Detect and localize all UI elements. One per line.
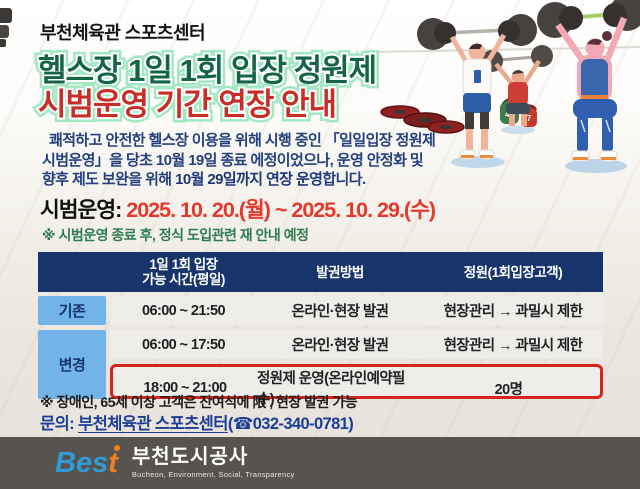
company-block: 부천도시공사 Bucheon, Environment, Social, Tra… — [131, 446, 295, 480]
intro-paragraph: 쾌적하고 안전한 헬스장 이용을 위해 시행 중인 「일일입장 정원제 시범운영… — [42, 131, 436, 190]
existing-method-cell: 온라인·현장 발권 — [257, 296, 423, 325]
table-row-existing: 기존 06:00 ~ 21:50 온라인·현장 발권 현장관리 → 과밀시 제한 — [38, 296, 603, 325]
changed-daytime-method-cell: 온라인·현장 발권 — [257, 330, 423, 359]
table-row-changed-daytime: 06:00 ~ 17:50 온라인·현장 발권 현장관리 → 과밀시 제한 — [110, 330, 603, 359]
lifter-center — [417, 14, 537, 160]
company-tagline: Bucheon, Environment, Social, Transparen… — [131, 470, 295, 479]
existing-capacity-cell: 현장관리 → 과밀시 제한 — [423, 296, 603, 325]
table-row-changed-evening-highlighted: 18:00 ~ 21:00 정원제 운영(온라인예약필수) 20명 — [110, 364, 603, 408]
trial-period-dates: 2025. 10. 20.(월) ~ 2025. 10. 29.(수) — [126, 198, 436, 222]
lifter-right — [537, 0, 640, 162]
title-line-2-outline-inner: 시범운영 기간 연장 안내 — [36, 86, 339, 124]
changed-daytime-capacity-cell: 현장관리 → 과밀시 제한 — [423, 330, 603, 359]
table-header-row: 1일 1회 입장 가능 시간(평일) 발권방법 정원(1회입장고객) — [38, 252, 603, 292]
changed-daytime-time-cell: 06:00 ~ 17:50 — [110, 330, 257, 359]
header-cell-capacity: 정원(1회입장고객) — [463, 264, 563, 280]
company-name: 부천도시공사 — [131, 446, 249, 468]
title-line-1-text: 헬스장 1일 1회 입장 정원제 — [38, 53, 377, 88]
accessibility-note: ※ 장애인, 65세 이상 고객은 잔여석에 限 , 현장 발권 가능 — [40, 394, 358, 410]
header-cell-time: 1일 1회 입장 가능 시간(평일) — [142, 257, 225, 287]
contact-phone: (☎032-340-0781) — [227, 415, 354, 433]
intro-line-1: 쾌적하고 안전한 헬스장 이용을 위해 시행 중인 「일일입장 정원제 — [49, 132, 436, 149]
corner-weight-plates-illustration — [0, 8, 12, 47]
intro-line-3: 향후 제도 보완을 위해 10월 29일까지 연장 운영합니다. — [42, 171, 366, 188]
kettlebell-label-7: 7 — [527, 114, 532, 123]
changed-evening-capacity-cell: 20명 — [494, 381, 523, 398]
changed-evening-method-cell: 정원제 운영(온라인예약필수) — [257, 371, 405, 408]
row-label-changed: 변경 — [38, 330, 106, 399]
table-row-group-changed: 변경 06:00 ~ 17:50 온라인·현장 발권 현장관리 → 과밀시 제한… — [38, 330, 603, 408]
schedule-table: 1일 1회 입장 가능 시간(평일) 발권방법 정원(1회입장고객) 기존 06… — [38, 252, 603, 408]
title-line-2: 시범운영 기간 연장 안내 시범운영 기간 연장 안내 시범운영 기간 연장 안… — [33, 83, 376, 126]
header-cell-method: 발권방법 — [316, 264, 364, 280]
existing-time-cell: 06:00 ~ 21:50 — [110, 296, 257, 325]
floor-plates — [380, 105, 465, 134]
main-title: 헬스장 1일 1회 입장 정원제 헬스장 1일 1회 입장 정원제 헬스장 1일… — [33, 49, 381, 126]
intro-line-3-emphasis: 10월 29일까지 연장 운영 — [175, 171, 323, 188]
title-line-2-outline-outer: 시범운영 기간 연장 안내 — [33, 83, 341, 126]
title-line-1-outline-outer: 헬스장 1일 1회 입장 정원제 — [33, 49, 381, 92]
changed-evening-time-cell: 18:00 ~ 21:00 — [143, 380, 228, 396]
title-line-1: 헬스장 1일 1회 입장 정원제 헬스장 1일 1회 입장 정원제 헬스장 1일… — [33, 49, 381, 92]
trial-period-line: 시범운영: 2025. 10. 20.(월) ~ 2025. 10. 29.(수… — [40, 193, 436, 224]
title-line-1-outline-inner: 헬스장 1일 1회 입장 정원제 — [36, 52, 379, 90]
intro-line-2: 시범운영」을 당초 10월 19일 종료 에정이었으나, 운영 안정화 및 — [42, 151, 424, 169]
gym-weightlifters-illustration: 40 7 — [375, 0, 640, 173]
contact-center-name: 부천체육관 스포츠센터 — [78, 415, 228, 433]
contact-label: 문의: — [40, 415, 75, 433]
trial-period-note: ※ 시범운영 종료 후, 정식 도입관련 재 안내 예정 — [42, 227, 309, 243]
contact-line: 문의: 부천체육관 스포츠센터(☎032-340-0781) — [40, 410, 354, 434]
best-logo: Best — [55, 444, 120, 479]
lifter-back — [481, 45, 553, 126]
organization-label: 부천체육관 스포츠센터 — [40, 23, 206, 43]
title-line-2-text: 시범운영 기간 연장 안내 — [38, 87, 337, 122]
brand-footer-bar: Best 부천도시공사 Bucheon, Environment, Social… — [0, 437, 640, 489]
row-label-existing: 기존 — [38, 296, 106, 325]
trial-period-label: 시범운영: — [40, 198, 122, 222]
logo-dot — [113, 444, 120, 451]
